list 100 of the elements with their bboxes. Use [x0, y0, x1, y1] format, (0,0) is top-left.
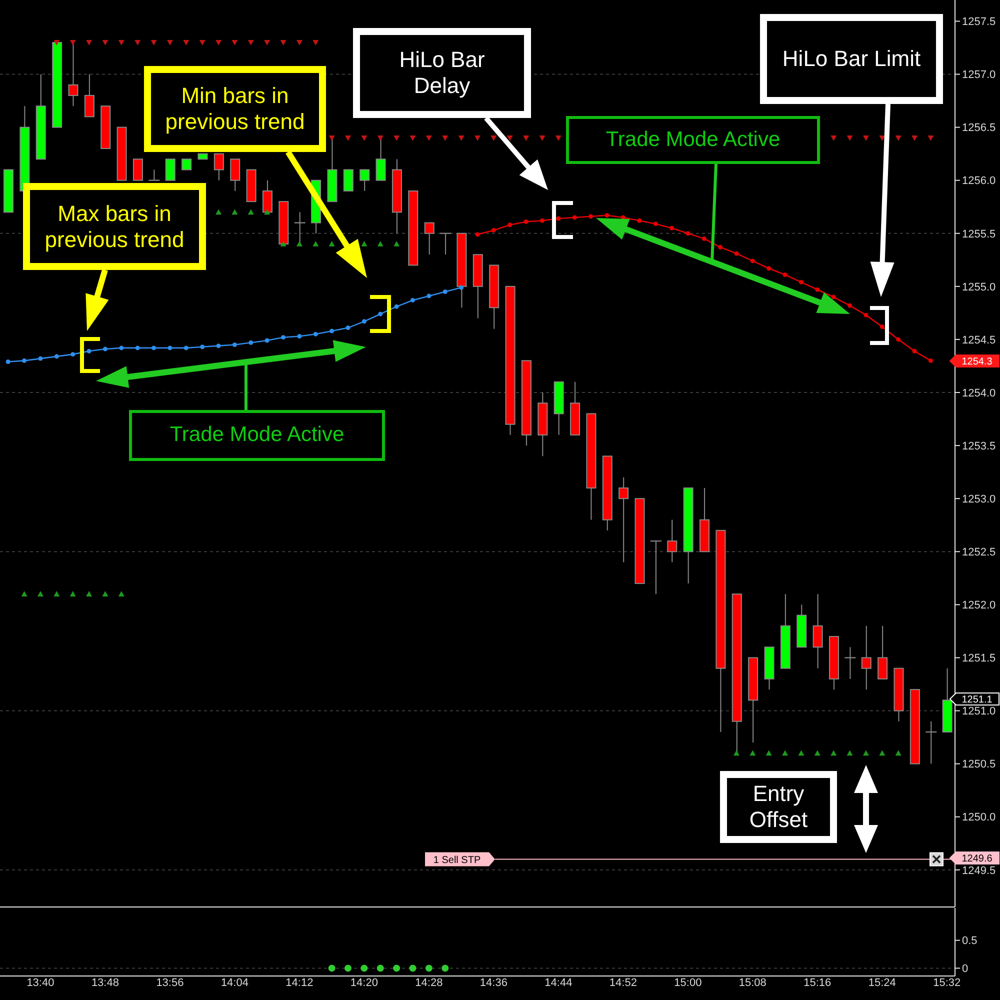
point [846, 136, 853, 141]
y-tick-label: 1253.5 [962, 440, 996, 452]
point [394, 240, 400, 246]
point [296, 240, 302, 246]
point [54, 591, 60, 596]
x-tick-label: 14:28 [415, 976, 443, 989]
point [394, 304, 399, 309]
point [38, 356, 43, 361]
point [54, 40, 60, 46]
point [248, 40, 254, 46]
point [183, 40, 190, 46]
point [296, 40, 302, 46]
point [410, 298, 416, 302]
point [442, 136, 448, 141]
point [702, 236, 706, 241]
point [426, 294, 432, 298]
x-tick-label: 14:36 [480, 976, 508, 989]
point [362, 319, 366, 324]
point [199, 40, 206, 46]
point [232, 209, 238, 215]
y-tick-label: 1250.0 [962, 812, 996, 824]
candlestick [165, 158, 176, 181]
annotation: Min bars in previous trend [164, 83, 306, 135]
text: 1251.1 [962, 694, 993, 706]
x-tick-label: 13:56 [156, 976, 184, 989]
y-tick-label: 0.5 [962, 935, 978, 948]
y-tick-label: 0 [962, 963, 968, 976]
candlestick [262, 180, 272, 213]
point [814, 750, 820, 756]
point [86, 591, 92, 596]
point [750, 750, 756, 756]
point [831, 294, 836, 300]
point [150, 40, 157, 46]
point [232, 342, 237, 348]
point [912, 136, 918, 141]
point [86, 40, 92, 46]
point [264, 40, 270, 46]
candlestick [812, 594, 823, 669]
point [912, 348, 917, 354]
y-tick-label: 1251.5 [962, 652, 996, 665]
x-tick-label: 13:48 [91, 976, 119, 989]
candlestick [376, 137, 386, 181]
point [862, 750, 869, 756]
point [862, 136, 869, 141]
point [280, 40, 286, 46]
y-tick-label: 1256.5 [962, 122, 996, 134]
y-tick-label: 1257.5 [962, 16, 996, 28]
point [880, 324, 884, 329]
point [588, 214, 594, 219]
point [232, 40, 238, 46]
y-tick-label: 1256.0 [962, 175, 996, 188]
point [328, 136, 335, 141]
y-tick-label: 1255.5 [962, 228, 996, 240]
point [102, 591, 108, 596]
point [410, 136, 416, 141]
point [782, 272, 788, 277]
point [896, 337, 901, 342]
point [686, 231, 690, 236]
y-tick-label: 1252.0 [962, 600, 996, 612]
point [555, 136, 562, 141]
point [264, 209, 270, 215]
x-tick-label: 14:12 [286, 976, 314, 989]
point [168, 346, 172, 350]
point [346, 326, 350, 330]
y-tick-label: 1255.0 [962, 281, 996, 294]
point [377, 136, 384, 141]
point [572, 215, 577, 220]
candlestick [667, 519, 678, 563]
point [280, 240, 286, 246]
y-tick-label: 1254.0 [962, 387, 996, 400]
point [313, 332, 318, 336]
x-tick-label: 13:40 [26, 976, 54, 989]
candlestick [68, 42, 78, 107]
candlestick [360, 169, 370, 192]
y-tick-label: 1251.0 [962, 706, 996, 718]
point [848, 303, 852, 308]
point [330, 328, 334, 334]
point [782, 750, 788, 756]
point [879, 750, 886, 756]
point [328, 240, 335, 246]
point [798, 750, 804, 756]
point [216, 344, 221, 348]
candlestick [214, 153, 224, 181]
annotation: HiLo Bar Delay [398, 47, 486, 99]
point [166, 40, 173, 46]
point [118, 40, 124, 46]
point [345, 136, 352, 141]
candlestick [182, 158, 192, 170]
point [297, 334, 302, 339]
point [152, 346, 156, 350]
point [70, 352, 76, 357]
point [733, 750, 740, 756]
point [815, 287, 820, 292]
point [750, 258, 755, 264]
point [524, 219, 528, 224]
point [766, 750, 772, 756]
point [523, 136, 530, 141]
y-tick-label: 1257.0 [962, 69, 996, 82]
point [216, 40, 222, 46]
point [54, 354, 59, 359]
